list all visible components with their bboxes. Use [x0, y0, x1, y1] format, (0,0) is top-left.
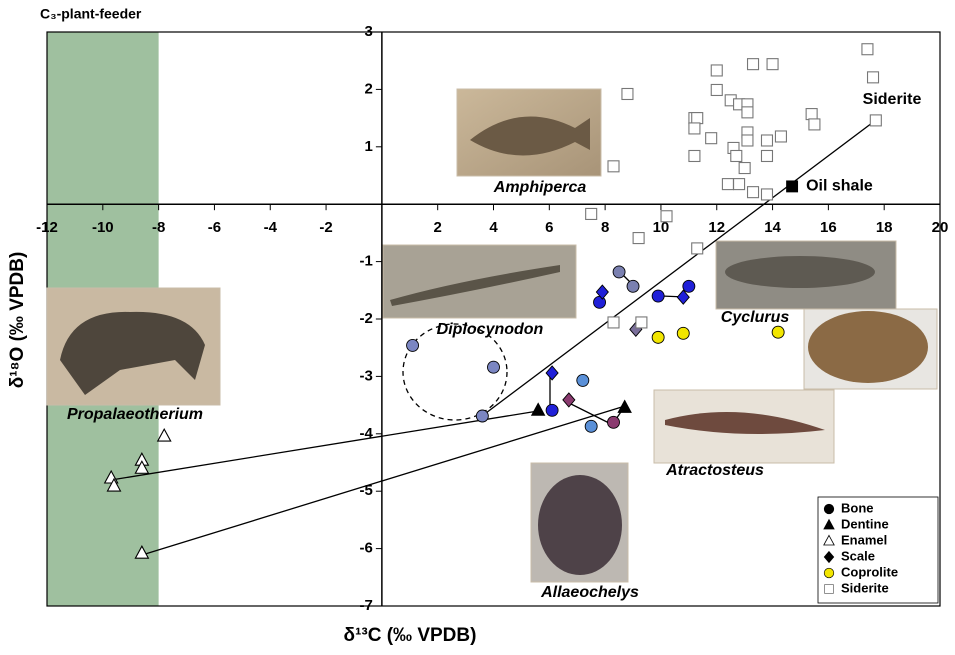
- legend-label: Dentine: [841, 516, 889, 531]
- legend-symbol: [824, 504, 834, 514]
- point: [775, 131, 786, 142]
- x-tick-label: -8: [152, 219, 165, 236]
- point: [734, 179, 745, 190]
- point: [748, 59, 759, 70]
- point: [652, 331, 664, 343]
- y-tick-label: -6: [360, 540, 373, 557]
- chart: -12-10-8-6-4-22468101214161820321-1-2-3-…: [0, 0, 955, 655]
- legend-label: Enamel: [841, 532, 887, 547]
- point: [546, 366, 558, 380]
- photo-shape: [808, 311, 928, 383]
- point: [772, 326, 784, 338]
- legend-label: Scale: [841, 548, 875, 563]
- y-tick-label: 3: [365, 23, 373, 40]
- point: [683, 280, 695, 292]
- point: [761, 189, 772, 200]
- x-axis-title: δ¹³C (‰ VPDB): [344, 625, 477, 646]
- point: [761, 135, 772, 146]
- annotation: Diplocynodon: [437, 321, 544, 338]
- point: [652, 290, 664, 302]
- photo-shape: [538, 475, 622, 575]
- point: [677, 327, 689, 339]
- x-tick-label: 18: [876, 219, 893, 236]
- point: [692, 243, 703, 254]
- point: [862, 44, 873, 55]
- point: [627, 280, 639, 292]
- x-tick-label: 14: [764, 219, 781, 236]
- point-label: Oil shale: [806, 178, 873, 195]
- photo-shape: [725, 256, 875, 288]
- point: [636, 317, 647, 328]
- point: [692, 113, 703, 124]
- point: [711, 84, 722, 95]
- x-tick-label: 12: [708, 219, 725, 236]
- x-tick-label: 4: [489, 219, 498, 236]
- point: [546, 404, 558, 416]
- x-tick-label: -2: [319, 219, 332, 236]
- y-tick-label: -1: [360, 253, 373, 270]
- point: [618, 400, 631, 412]
- annotation: Amphiperca: [493, 179, 587, 196]
- legend-label: Siderite: [841, 580, 889, 595]
- y-tick-label: -2: [360, 310, 373, 327]
- point: [731, 150, 742, 161]
- x-tick-label: -4: [264, 219, 278, 236]
- y-tick-label: -7: [360, 597, 373, 614]
- x-tick-label: 6: [545, 219, 553, 236]
- point: [748, 187, 759, 198]
- point: [585, 420, 597, 432]
- point: [586, 208, 597, 219]
- point: [488, 361, 500, 373]
- point: [767, 59, 778, 70]
- x-tick-label: -12: [36, 219, 58, 236]
- annotation: Siderite: [863, 91, 922, 108]
- y-axis-title: δ¹⁸O (‰ VPDB): [7, 252, 28, 389]
- point: [739, 163, 750, 174]
- y-tick-label: 1: [365, 138, 373, 155]
- legend-label: Bone: [841, 500, 874, 515]
- point: [787, 181, 798, 192]
- point: [633, 233, 644, 244]
- legend-symbol: [825, 585, 834, 594]
- point: [661, 211, 672, 222]
- annotation: Cyclurus: [721, 309, 790, 326]
- point: [622, 88, 633, 99]
- point: [761, 150, 772, 161]
- point: [711, 65, 722, 76]
- point: [689, 150, 700, 161]
- point: [742, 107, 753, 118]
- point: [706, 133, 717, 144]
- annotation: Atractosteus: [665, 462, 764, 479]
- point: [870, 115, 881, 126]
- x-tick-label: 16: [820, 219, 837, 236]
- region-label: C₃-plant-feeder: [40, 6, 142, 22]
- point: [722, 179, 733, 190]
- x-tick-label: 2: [434, 219, 442, 236]
- point: [868, 72, 879, 83]
- legend-symbol: [824, 568, 834, 578]
- annotation: Propalaeotherium: [67, 406, 203, 423]
- point: [613, 266, 625, 278]
- annotation: Allaeochelys: [540, 584, 639, 601]
- x-tick-label: -6: [208, 219, 221, 236]
- point: [689, 123, 700, 134]
- point: [607, 416, 619, 428]
- y-tick-label: -3: [360, 367, 373, 384]
- point: [158, 429, 171, 441]
- point: [577, 374, 589, 386]
- point: [608, 317, 619, 328]
- point: [532, 403, 545, 415]
- legend-label: Coprolite: [841, 564, 898, 579]
- point: [476, 410, 488, 422]
- x-tick-label: 20: [932, 219, 949, 236]
- x-tick-label: 8: [601, 219, 609, 236]
- point: [407, 339, 419, 351]
- point: [742, 135, 753, 146]
- point: [809, 119, 820, 130]
- point: [608, 161, 619, 172]
- point: [806, 109, 817, 120]
- x-tick-label: -10: [92, 219, 114, 236]
- y-tick-label: 2: [365, 80, 373, 97]
- point: [594, 296, 606, 308]
